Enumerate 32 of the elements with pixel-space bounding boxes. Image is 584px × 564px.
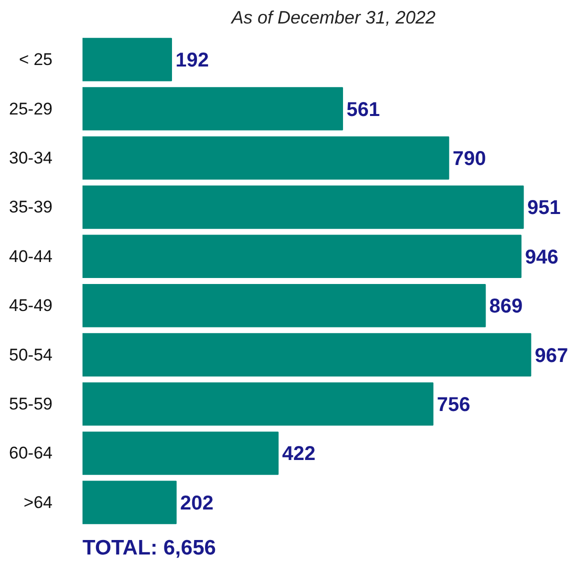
- chart-title: As of December 31, 2022: [230, 8, 436, 28]
- data-label: 869: [489, 296, 523, 318]
- y-tick-label: 55-59: [9, 394, 53, 414]
- bar: [82, 186, 524, 229]
- bar: [82, 382, 434, 426]
- data-label: 422: [282, 443, 316, 466]
- bar: [82, 333, 532, 376]
- y-tick-label: 60-64: [9, 444, 53, 463]
- bar: [82, 284, 486, 328]
- y-tick-label: 45-49: [9, 296, 53, 316]
- y-tick-label: 25-29: [9, 99, 53, 118]
- y-tick-label: 35-39: [9, 198, 53, 217]
- y-tick-label: 40-44: [9, 246, 53, 266]
- data-label: 967: [534, 344, 568, 367]
- bar: [82, 234, 522, 278]
- data-label: 951: [527, 197, 561, 220]
- data-label: 946: [524, 246, 558, 268]
- y-tick-label: < 25: [18, 50, 52, 70]
- y-tick-label: 50-54: [9, 345, 53, 364]
- data-label: 202: [180, 492, 214, 514]
- bar: [82, 38, 172, 82]
- y-tick-label: 30-34: [9, 148, 53, 168]
- data-label: 790: [452, 148, 486, 170]
- data-label: 192: [175, 50, 209, 72]
- data-label: 561: [346, 98, 380, 121]
- bar: [82, 480, 177, 524]
- bar: [82, 87, 344, 130]
- bar: [82, 432, 279, 475]
- data-label: 756: [436, 394, 470, 416]
- bar: [82, 136, 450, 180]
- text: TOTAL: 6,656: [82, 536, 216, 560]
- y-tick-label: >64: [24, 492, 53, 512]
